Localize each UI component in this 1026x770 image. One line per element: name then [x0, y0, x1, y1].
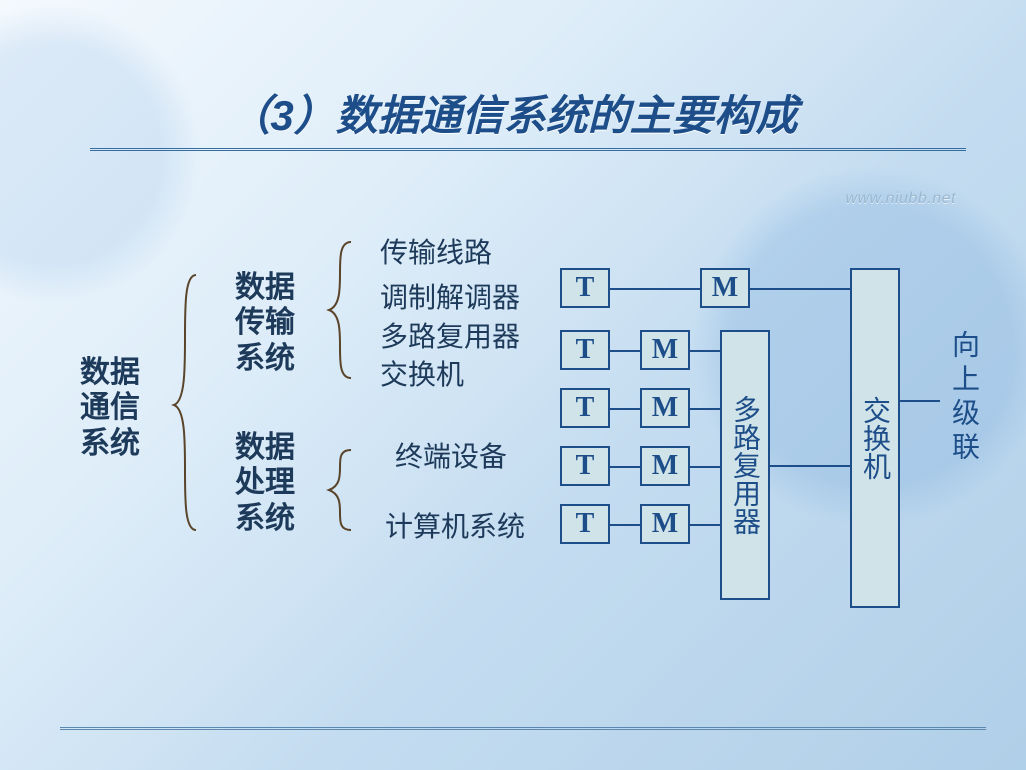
- connector-9: [690, 524, 720, 526]
- connector-2: [610, 350, 640, 352]
- connector-3: [610, 408, 640, 410]
- modem-box-3: M: [640, 446, 690, 486]
- leaf-computer-system: 计算机系统: [385, 510, 525, 543]
- terminal-box-2: T: [560, 388, 610, 428]
- connector-7: [690, 408, 720, 410]
- slide-title: （3）数据通信系统的主要构成: [0, 82, 1026, 143]
- hier-root: 数据 通信 系统: [80, 355, 140, 461]
- brace-transmission: [325, 238, 359, 382]
- hier-mid-transmission: 数据 传输 系统: [235, 270, 295, 376]
- connector-8: [690, 466, 720, 468]
- leaf-switch: 交换机: [380, 358, 464, 391]
- multiplexer-box: 多路复用器: [720, 330, 770, 600]
- connector-11: [900, 400, 940, 402]
- modem-box-1: M: [640, 330, 690, 370]
- terminal-box-0: T: [560, 268, 610, 308]
- leaf-multiplexer: 多路复用器: [380, 320, 520, 353]
- leaf-transmission-line: 传输线路: [380, 236, 492, 269]
- connector-1: [750, 288, 850, 290]
- leaf-modem: 调制解调器: [380, 281, 520, 314]
- brace-root: [170, 271, 204, 534]
- connector-0: [610, 288, 700, 290]
- terminal-box-1: T: [560, 330, 610, 370]
- connector-10: [770, 465, 850, 467]
- connector-5: [610, 524, 640, 526]
- uplink-label: 向上级联: [950, 330, 978, 466]
- modem-box-2: M: [640, 388, 690, 428]
- modem-box-4: M: [640, 504, 690, 544]
- hier-mid-processing: 数据 处理 系统: [235, 430, 295, 536]
- modem-box-0: M: [700, 268, 750, 308]
- brace-processing: [325, 446, 359, 534]
- terminal-box-3: T: [560, 446, 610, 486]
- connector-6: [690, 350, 720, 352]
- terminal-box-4: T: [560, 504, 610, 544]
- switch-box: 交换机: [850, 268, 900, 608]
- leaf-terminal: 终端设备: [395, 440, 507, 473]
- title-underline: [90, 148, 966, 151]
- connector-4: [610, 466, 640, 468]
- footer-line: [60, 727, 986, 730]
- watermark: www.niubb.net: [845, 190, 956, 208]
